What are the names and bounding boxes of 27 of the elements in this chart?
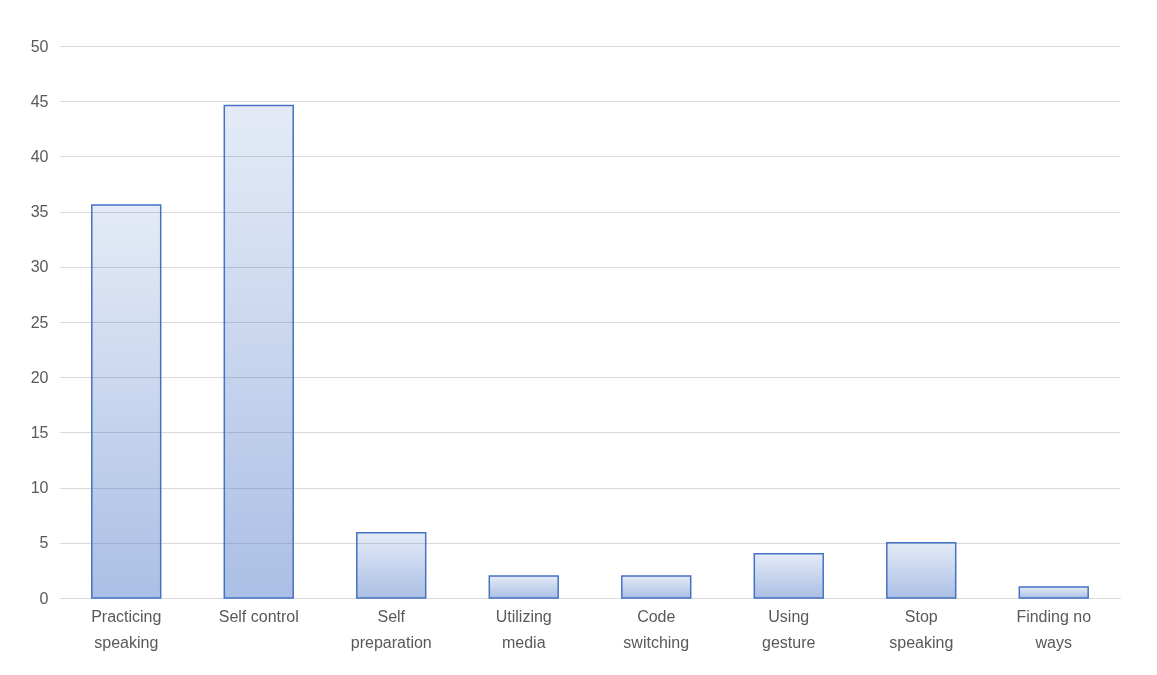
x-tick-label: Using gesture bbox=[762, 607, 816, 651]
x-tick-label: Self control bbox=[218, 607, 299, 625]
bar bbox=[91, 204, 162, 599]
bar bbox=[223, 104, 294, 599]
x-tick-label: Stop speaking bbox=[889, 607, 954, 651]
y-tick-label: 15 bbox=[30, 423, 49, 441]
y-tick-label: 35 bbox=[30, 203, 49, 221]
x-tick-label: Utilizing media bbox=[495, 607, 552, 651]
bar bbox=[356, 532, 427, 599]
y-tick-label: 40 bbox=[30, 147, 49, 165]
y-tick-label: 0 bbox=[39, 589, 49, 607]
y-tick-label: 10 bbox=[30, 479, 49, 497]
bar bbox=[886, 542, 957, 599]
x-tick-label: Finding no ways bbox=[1016, 607, 1092, 651]
x-tick-label: Self preparation bbox=[350, 607, 432, 651]
x-tick-label: Code switching bbox=[623, 607, 690, 651]
bar bbox=[488, 575, 559, 599]
bar bbox=[753, 553, 824, 599]
y-tick-label: 25 bbox=[30, 313, 49, 331]
y-tick-label: 5 bbox=[39, 534, 49, 552]
bar bbox=[1018, 586, 1089, 599]
y-tick-label: 50 bbox=[30, 37, 49, 55]
y-tick-label: 45 bbox=[30, 92, 49, 110]
bar bbox=[621, 575, 692, 599]
y-tick-label: 30 bbox=[30, 258, 49, 276]
x-tick-label: Practicing speaking bbox=[91, 607, 162, 651]
y-tick-label: 20 bbox=[30, 368, 49, 386]
